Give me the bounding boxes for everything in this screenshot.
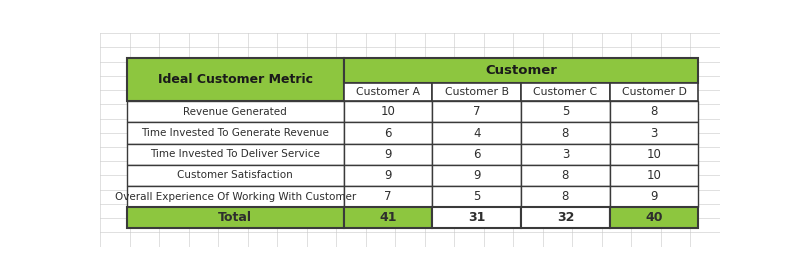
- Bar: [610, 207, 698, 229]
- Text: 6: 6: [473, 148, 481, 161]
- Text: 4: 4: [473, 127, 481, 140]
- Text: Overall Experience Of Working With Customer: Overall Experience Of Working With Custo…: [114, 192, 356, 202]
- Bar: [433, 165, 521, 186]
- Bar: [126, 165, 344, 186]
- Bar: [126, 186, 344, 207]
- Text: Customer C: Customer C: [534, 87, 598, 97]
- Bar: [610, 165, 698, 186]
- Text: 10: 10: [381, 105, 396, 118]
- Text: 9: 9: [385, 169, 392, 182]
- Text: Total: Total: [218, 211, 252, 224]
- Text: 6: 6: [385, 127, 392, 140]
- Bar: [344, 101, 433, 122]
- Bar: [126, 58, 344, 101]
- Bar: [610, 186, 698, 207]
- Text: 3: 3: [650, 127, 658, 140]
- Bar: [521, 207, 610, 229]
- Bar: [610, 122, 698, 144]
- Text: 3: 3: [562, 148, 569, 161]
- Text: 10: 10: [646, 148, 662, 161]
- Bar: [344, 122, 433, 144]
- Bar: [521, 101, 610, 122]
- Bar: [126, 207, 344, 229]
- Text: 31: 31: [468, 211, 486, 224]
- Bar: [610, 101, 698, 122]
- Bar: [344, 83, 433, 101]
- Text: 5: 5: [473, 190, 481, 203]
- Bar: [610, 83, 698, 101]
- Text: Customer B: Customer B: [445, 87, 509, 97]
- Text: Time Invested To Generate Revenue: Time Invested To Generate Revenue: [142, 128, 330, 138]
- Bar: [344, 58, 698, 83]
- Bar: [344, 207, 433, 229]
- Text: 7: 7: [385, 190, 392, 203]
- Text: 41: 41: [379, 211, 397, 224]
- Bar: [521, 83, 610, 101]
- Text: 8: 8: [562, 190, 569, 203]
- Text: Customer Satisfaction: Customer Satisfaction: [178, 170, 293, 180]
- Text: Time Invested To Deliver Service: Time Invested To Deliver Service: [150, 149, 320, 159]
- Text: Customer: Customer: [485, 64, 557, 77]
- Text: 5: 5: [562, 105, 569, 118]
- Text: 9: 9: [385, 148, 392, 161]
- Text: Customer D: Customer D: [622, 87, 686, 97]
- Bar: [433, 207, 521, 229]
- Bar: [521, 144, 610, 165]
- Bar: [433, 186, 521, 207]
- Text: 9: 9: [650, 190, 658, 203]
- Bar: [433, 144, 521, 165]
- Bar: [126, 144, 344, 165]
- Text: 7: 7: [473, 105, 481, 118]
- Text: Ideal Customer Metric: Ideal Customer Metric: [158, 73, 313, 86]
- Text: Customer A: Customer A: [356, 87, 420, 97]
- Bar: [610, 144, 698, 165]
- Text: 8: 8: [562, 127, 569, 140]
- Bar: [433, 122, 521, 144]
- Bar: [521, 165, 610, 186]
- Bar: [126, 122, 344, 144]
- Bar: [433, 83, 521, 101]
- Bar: [344, 186, 433, 207]
- Bar: [521, 122, 610, 144]
- Bar: [344, 144, 433, 165]
- Bar: [126, 101, 344, 122]
- Text: 9: 9: [473, 169, 481, 182]
- Text: 8: 8: [562, 169, 569, 182]
- Bar: [344, 165, 433, 186]
- Text: 40: 40: [646, 211, 662, 224]
- Text: 32: 32: [557, 211, 574, 224]
- Text: 10: 10: [646, 169, 662, 182]
- Text: 8: 8: [650, 105, 658, 118]
- Text: Revenue Generated: Revenue Generated: [183, 107, 287, 117]
- Bar: [433, 101, 521, 122]
- Bar: [521, 186, 610, 207]
